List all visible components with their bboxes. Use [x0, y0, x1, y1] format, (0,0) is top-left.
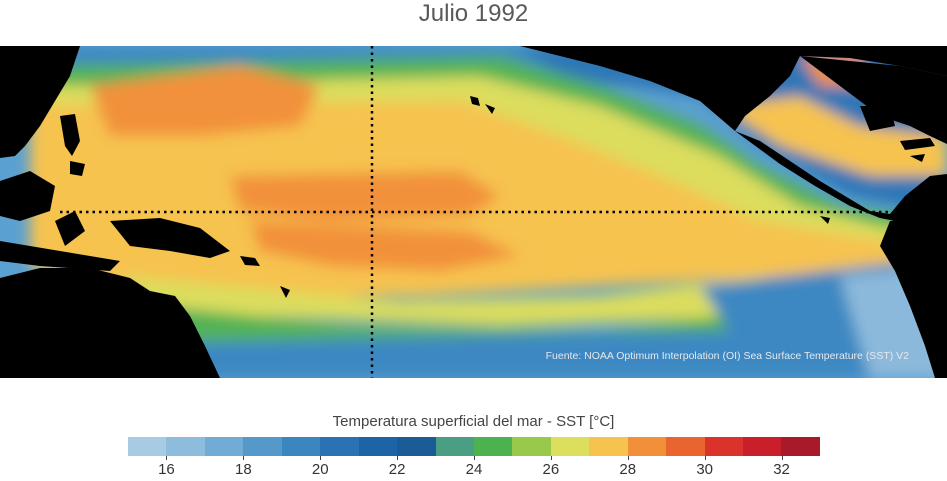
colorbar-tick-mark — [550, 456, 552, 460]
colorbar-tick-label: 20 — [311, 461, 329, 478]
colorbar-label: Temperatura superficial del mar - SST [°… — [332, 413, 615, 430]
colorbar-tick-label: 32 — [773, 461, 790, 478]
colorbar-swatch — [397, 437, 436, 456]
colorbar-swatch — [435, 437, 474, 456]
colorbar-tick-mark — [474, 456, 475, 460]
colorbar-ticks: 16 18 20 22 24 26 28 30 32 — [0, 461, 947, 481]
colorbar-tick-label: 26 — [542, 461, 560, 478]
colorbar-tick-mark — [397, 456, 399, 460]
sst-map — [0, 46, 947, 378]
colorbar-swatch — [550, 437, 590, 456]
colorbar-tick-label: 28 — [619, 461, 637, 478]
colorbar-swatch — [320, 437, 359, 456]
colorbar-tick-label: 22 — [388, 461, 406, 478]
colorbar-tick-label: 16 — [158, 461, 175, 478]
colorbar-swatch — [128, 437, 167, 456]
colorbar-swatch — [704, 437, 743, 456]
colorbar-tick-mark — [243, 456, 245, 460]
land-masses — [0, 46, 947, 378]
colorbar-swatch — [243, 437, 282, 456]
source-note: Fuente: NOAA Optimum Interpolation (OI) … — [545, 350, 909, 362]
colorbar-swatch — [666, 437, 705, 456]
colorbar-tick-label: 18 — [234, 461, 252, 478]
colorbar-swatch — [512, 437, 551, 456]
colorbar-swatch — [781, 437, 820, 456]
colorbar-tick-mark — [627, 456, 629, 460]
colorbar-tick-mark — [166, 456, 168, 460]
colorbar-tick-mark — [320, 456, 322, 460]
colorbar-swatch — [358, 437, 398, 456]
colorbar-swatch — [627, 437, 667, 456]
map-title: Julio 1992 — [418, 0, 529, 27]
colorbar-swatch — [743, 437, 782, 456]
colorbar-swatch — [589, 437, 628, 456]
colorbar-swatch — [166, 437, 205, 456]
colorbar-tick-label: 30 — [696, 461, 713, 478]
colorbar-swatch — [281, 437, 321, 456]
colorbar-tick-mark — [704, 456, 706, 460]
colorbar — [128, 437, 820, 456]
colorbar-swatch — [204, 437, 244, 456]
colorbar-swatch — [473, 437, 513, 456]
colorbar-tick-label: 24 — [465, 461, 483, 478]
colorbar-tick-mark — [781, 456, 783, 460]
